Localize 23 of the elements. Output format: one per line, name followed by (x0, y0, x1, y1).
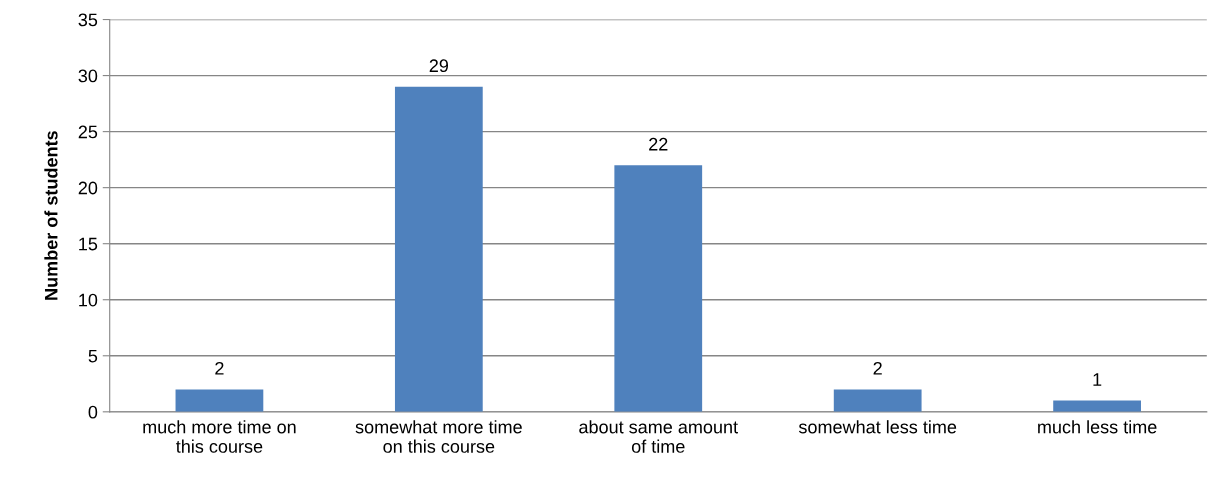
y-tick-label: 5 (88, 349, 98, 363)
data-label: 29 (429, 59, 449, 73)
y-axis-title: Number of students (44, 131, 58, 300)
y-tick-label: 25 (78, 125, 98, 139)
data-label: 2 (215, 361, 224, 375)
y-tick-label: 20 (78, 181, 98, 195)
y-tick-label: 30 (78, 69, 98, 83)
x-tick-label: somewhat more time on this course (355, 420, 522, 453)
x-tick-label: much less time (1038, 420, 1157, 434)
data-label: 2 (873, 361, 882, 375)
x-tick-label: about same amount of time (579, 420, 738, 453)
data-label: 1 (1093, 373, 1102, 386)
bar (833, 389, 922, 412)
y-tick-label: 0 (88, 405, 98, 419)
x-tick-label: somewhat less time (798, 420, 957, 434)
y-tick-label: 15 (79, 237, 98, 251)
data-label: 22 (649, 137, 668, 151)
bar (175, 389, 264, 412)
x-tick-label: much more time on this course (143, 420, 296, 453)
bar (614, 165, 703, 412)
y-tick-label: 35 (78, 13, 98, 27)
y-tick-label: 10 (79, 293, 98, 307)
bar (394, 86, 483, 412)
